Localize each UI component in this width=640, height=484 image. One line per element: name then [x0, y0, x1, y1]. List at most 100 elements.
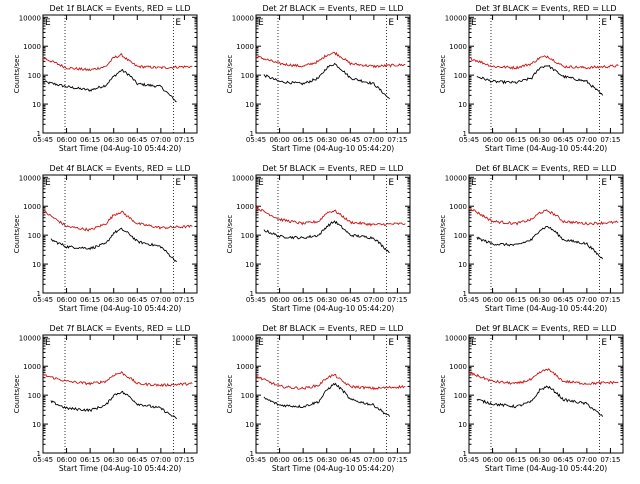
- y-axis-label: Counts/sec: [226, 55, 234, 94]
- e-marker: E: [601, 178, 607, 188]
- e-marker: E: [388, 178, 394, 188]
- x-tick-label: 06:30: [317, 296, 337, 304]
- y-tick-label: 10: [245, 261, 254, 269]
- chart-panel-3: Det 3f BLACK = Events, RED = LLD 1 10 100 10…: [439, 4, 624, 153]
- y-axis-label: Counts/sec: [439, 215, 447, 254]
- x-tick-label: 06:30: [317, 456, 337, 464]
- y-tick-label: 10000: [232, 14, 254, 22]
- e-marker: E: [388, 18, 394, 28]
- x-tick-label: 06:15: [293, 136, 313, 144]
- y-tick-label: 1: [250, 130, 254, 138]
- x-tick-label: 06:15: [506, 296, 526, 304]
- y-tick-label: 10: [458, 421, 467, 429]
- x-tick-label: 07:15: [600, 296, 620, 304]
- x-tick-label: 07:00: [151, 296, 171, 304]
- y-tick-label: 10000: [19, 334, 41, 342]
- y-axis-label: Counts/sec: [226, 215, 234, 254]
- x-tick-label: 05:45: [33, 136, 53, 144]
- x-tick-label: 06:00: [56, 456, 76, 464]
- x-tick-label: 06:00: [269, 136, 289, 144]
- series-line-lld: [42, 210, 193, 232]
- x-tick-label: 07:00: [364, 296, 384, 304]
- x-tick-label: 07:15: [387, 136, 407, 144]
- e-marker: E: [471, 178, 477, 188]
- y-tick-label: 1: [37, 450, 41, 458]
- chart-panel-9: Det 9f BLACK = Events, RED = LLD 1 10 100 10…: [439, 324, 624, 473]
- x-tick-label: 07:00: [577, 456, 597, 464]
- y-tick-label: 1: [463, 290, 467, 298]
- y-tick-label: 1: [37, 290, 41, 298]
- e-marker: E: [471, 18, 477, 28]
- x-tick-label: 07:00: [364, 136, 384, 144]
- x-tick-label: 07:00: [577, 136, 597, 144]
- x-tick-label: 07:15: [174, 296, 194, 304]
- x-tick-label: 06:15: [80, 136, 100, 144]
- x-axis-label: Start Time (04-Aug-10 05:44:20): [59, 144, 181, 153]
- e-marker: E: [175, 178, 181, 188]
- e-marker: E: [388, 338, 394, 348]
- x-tick-label: 07:15: [174, 456, 194, 464]
- chart-panel-4: Det 4f BLACK = Events, RED = LLD 1 10 100 10…: [13, 164, 198, 313]
- y-tick-label: 100: [28, 232, 41, 240]
- x-tick-label: 07:15: [387, 296, 407, 304]
- x-tick-label: 06:30: [104, 456, 124, 464]
- x-tick-label: 06:30: [104, 136, 124, 144]
- y-tick-label: 100: [241, 232, 254, 240]
- y-tick-label: 1000: [236, 363, 254, 371]
- x-tick-label: 06:45: [340, 456, 360, 464]
- x-tick-label: 06:00: [482, 456, 502, 464]
- x-tick-label: 06:45: [553, 136, 573, 144]
- x-tick-label: 06:45: [127, 456, 147, 464]
- e-marker: E: [471, 338, 477, 348]
- series-line-lld: [255, 373, 406, 391]
- x-tick-label: 05:45: [246, 296, 266, 304]
- chart-panel-1: Det 1f BLACK = Events, RED = LLD 1 10 100 10…: [13, 4, 198, 153]
- e-marker: E: [175, 18, 181, 28]
- y-axis-label: Counts/sec: [13, 215, 21, 254]
- x-tick-label: 05:45: [33, 296, 53, 304]
- y-tick-label: 1000: [23, 203, 41, 211]
- e-marker: E: [258, 338, 264, 348]
- x-tick-label: 06:30: [530, 456, 550, 464]
- y-tick-label: 10000: [19, 174, 41, 182]
- x-tick-label: 07:00: [151, 456, 171, 464]
- chart-title: Det 1f BLACK = Events, RED = LLD: [49, 4, 190, 13]
- y-tick-label: 100: [454, 392, 467, 400]
- x-tick-label: 05:45: [459, 136, 479, 144]
- y-tick-label: 100: [28, 392, 41, 400]
- x-tick-label: 06:15: [293, 296, 313, 304]
- y-tick-label: 1000: [23, 43, 41, 51]
- series-line-lld: [42, 370, 193, 388]
- series-line-events: [263, 382, 390, 417]
- x-tick-label: 06:45: [340, 296, 360, 304]
- y-tick-label: 10000: [19, 14, 41, 22]
- chart-title: Det 9f BLACK = Events, RED = LLD: [475, 324, 616, 333]
- x-tick-label: 07:00: [577, 296, 597, 304]
- e-marker: E: [258, 178, 264, 188]
- y-tick-label: 10: [32, 421, 41, 429]
- x-tick-label: 06:00: [482, 296, 502, 304]
- y-tick-label: 10: [458, 101, 467, 109]
- e-marker: E: [45, 178, 51, 188]
- y-tick-label: 100: [241, 392, 254, 400]
- y-tick-label: 1000: [236, 203, 254, 211]
- series-line-events: [263, 220, 390, 253]
- x-tick-label: 07:15: [600, 456, 620, 464]
- x-tick-label: 06:30: [530, 296, 550, 304]
- x-tick-label: 05:45: [33, 456, 53, 464]
- x-tick-label: 06:45: [127, 296, 147, 304]
- plot-frame: [255, 14, 411, 134]
- series-line-events: [42, 68, 177, 103]
- x-axis-label: Start Time (04-Aug-10 05:44:20): [272, 304, 394, 313]
- series-line-lld: [468, 368, 619, 386]
- y-axis-label: Counts/sec: [439, 375, 447, 414]
- x-tick-label: 05:45: [246, 456, 266, 464]
- chart-title: Det 3f BLACK = Events, RED = LLD: [475, 4, 616, 13]
- series-line-lld: [468, 55, 619, 70]
- x-tick-label: 06:15: [506, 456, 526, 464]
- x-tick-label: 06:00: [482, 136, 502, 144]
- x-tick-label: 06:30: [530, 136, 550, 144]
- x-axis-label: Start Time (04-Aug-10 05:44:20): [485, 144, 607, 153]
- y-tick-label: 1000: [449, 43, 467, 51]
